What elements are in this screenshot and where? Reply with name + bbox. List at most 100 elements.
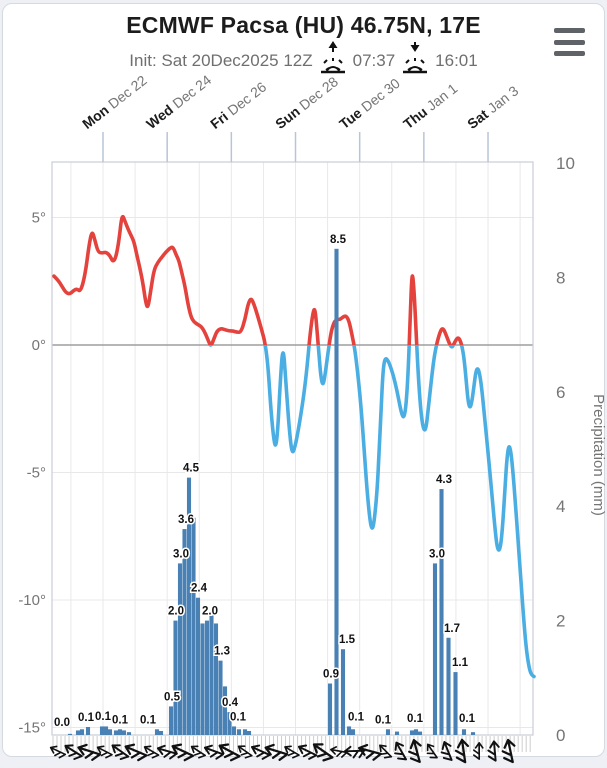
precipitation-value-label: 0.1 xyxy=(140,714,157,726)
precipitation-bar xyxy=(417,731,423,735)
precipitation-bar xyxy=(200,623,205,735)
precipitation-bar xyxy=(113,730,119,735)
wind-barb-path xyxy=(203,744,225,760)
wind-barb-icon xyxy=(190,745,207,759)
wind-barb-icon xyxy=(77,743,102,761)
temperature-line-below-zero xyxy=(208,345,536,679)
precipitation-bar xyxy=(334,248,339,736)
precipitation-bar xyxy=(168,706,174,735)
wind-barb-icon xyxy=(111,744,130,761)
precipitation-bar xyxy=(121,730,127,735)
precipitation-value-label: 0.0 xyxy=(54,717,70,729)
wind-barb-path xyxy=(379,744,393,759)
hamburger-menu-icon[interactable] xyxy=(554,28,585,56)
wind-barb-path xyxy=(297,744,318,760)
precipitation-bar xyxy=(385,729,391,735)
precipitation-bar xyxy=(242,729,248,735)
wind-barb-icon xyxy=(501,738,516,764)
precipitation-bar xyxy=(191,517,196,735)
precip-axis-tick-label: 0 xyxy=(556,726,565,745)
precipitation-value-label: 0.4 xyxy=(222,697,239,709)
precipitation-bar xyxy=(173,620,178,735)
wind-barb-path xyxy=(264,743,289,761)
precipitation-value-label: 1.1 xyxy=(452,657,469,669)
wind-barb-path xyxy=(237,745,253,759)
precipitation-bar xyxy=(218,660,223,735)
precipitation-bar xyxy=(346,726,352,735)
wind-barb-path xyxy=(190,745,207,759)
precipitation-value-label: 0.1 xyxy=(348,711,365,723)
precipitation-bar xyxy=(446,637,451,735)
wind-barb-path xyxy=(440,741,453,761)
precipitation-bar xyxy=(195,597,201,735)
wind-barb-path xyxy=(124,743,148,762)
precipitation-value-label: 3.6 xyxy=(178,514,194,526)
precipitation-value-label: 0.1 xyxy=(407,713,424,725)
precipitation-bar xyxy=(75,730,81,735)
precipitation-bar xyxy=(213,623,219,735)
wind-barb-path xyxy=(408,739,422,763)
wind-barb-icon xyxy=(297,744,318,760)
precipitation-value-label: 2.0 xyxy=(168,606,184,618)
precipitation-value-label: 0.1 xyxy=(375,714,392,726)
precipitation-value-label: 0.1 xyxy=(112,714,129,726)
wind-barb-path xyxy=(250,744,271,760)
precipitation-bar xyxy=(67,733,73,735)
wind-barb-icon xyxy=(330,746,348,758)
precip-axis-tick-label: 2 xyxy=(556,612,565,631)
wind-barb-path xyxy=(343,745,366,759)
wind-barb-icon xyxy=(343,745,366,759)
wind-barb-path xyxy=(312,743,334,762)
precipitation-bar xyxy=(246,730,252,735)
precipitation-bar xyxy=(107,729,113,735)
wind-barb-icon xyxy=(487,740,500,762)
precipitation-bar xyxy=(158,730,164,735)
wind-barb-path xyxy=(472,742,484,760)
precipitation-value-label: 4.5 xyxy=(183,463,200,475)
temp-axis-tick-label: 5° xyxy=(32,210,46,227)
precipitation-value-label: 0.1 xyxy=(230,711,247,723)
wind-barb-icon xyxy=(143,745,160,759)
precipitation-value-label: 0.1 xyxy=(95,711,112,723)
precip-axis-tick-label: 6 xyxy=(556,383,565,402)
wind-barb-icon xyxy=(440,741,453,761)
precipitation-value-label: 3.0 xyxy=(429,548,445,560)
sunrise-time: 07:37 xyxy=(352,51,396,70)
precipitation-value-label: 0.5 xyxy=(164,691,181,703)
wind-barb-path xyxy=(358,743,382,761)
precip-axis-tick-label: 4 xyxy=(556,497,565,516)
wind-barb-icon xyxy=(358,743,382,761)
precipitation-value-label: 2.0 xyxy=(202,606,218,618)
precipitation-bar xyxy=(204,620,210,735)
wind-barb-icon xyxy=(49,745,67,759)
precipitation-value-label: 2.4 xyxy=(191,583,208,595)
plot-border xyxy=(51,161,534,736)
precipitation-bar xyxy=(394,731,400,735)
temperature-line-above-zero xyxy=(52,214,464,345)
wind-barb-path xyxy=(330,746,348,758)
precipitation-bar xyxy=(409,730,415,735)
wind-barb-path xyxy=(426,743,438,759)
precipitation-value-label: 8.5 xyxy=(330,234,347,246)
precipitation-bar xyxy=(117,729,123,735)
wind-barb-icon xyxy=(394,741,408,761)
precipitation-value-label: 0.9 xyxy=(323,669,339,681)
init-label: Init: Sat 20Dec2025 12Z xyxy=(129,51,313,70)
wind-barb-icon xyxy=(454,738,470,764)
precipitation-bar xyxy=(439,489,444,735)
precipitation-bar xyxy=(103,726,109,735)
wind-barb-icon xyxy=(96,745,113,759)
precip-axis-tick-label: 10 xyxy=(556,154,575,173)
wind-barb-icon xyxy=(284,745,300,759)
precipitation-bar xyxy=(432,563,438,735)
wind-barb-icon xyxy=(312,743,334,762)
wind-barb-icon xyxy=(203,744,225,760)
sunset-time: 16:01 xyxy=(435,51,478,70)
wind-barb-path xyxy=(96,745,113,759)
precipitation-bar xyxy=(227,712,232,735)
precipitation-bar xyxy=(177,563,183,735)
wind-barb-icon xyxy=(250,744,271,760)
precipitation-bar xyxy=(85,726,91,735)
precipitation-bar xyxy=(236,729,242,735)
